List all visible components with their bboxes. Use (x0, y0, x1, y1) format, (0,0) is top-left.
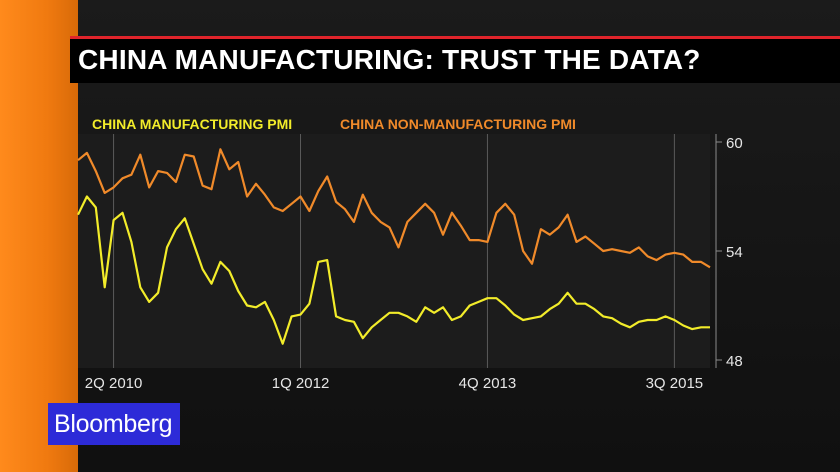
headline-bar: CHINA MANUFACTURING: TRUST THE DATA? (70, 39, 840, 83)
y-tick-label-2: 48 (726, 353, 743, 370)
pmi-line-chart: 60 54 48 2Q 2010 1Q 2012 4Q 2013 3Q 2015 (77, 134, 743, 392)
headline-rule (70, 36, 840, 39)
bloomberg-logo: Bloomberg (48, 403, 180, 445)
series-line-non-manufacturing (77, 148, 711, 269)
left-accent-panel (0, 0, 78, 472)
y-tick-label-1: 54 (726, 244, 743, 261)
x-tick-label-3: 3Q 2015 (646, 375, 704, 392)
logo-text: Bloomberg (54, 410, 173, 438)
legend-manufacturing-pmi: CHINA MANUFACTURING PMI (92, 116, 293, 132)
y-tick-label-0: 60 (726, 135, 743, 152)
plot-background (78, 134, 710, 368)
series-line-manufacturing (77, 195, 710, 345)
chart-panel: 60 54 48 2Q 2010 1Q 2012 4Q 2013 3Q 2015 CHINA… (70, 102, 782, 392)
legend-non-manufacturing-pmi: CHINA NON-MANUFACTURING PMI (340, 116, 576, 132)
headline: CHINA MANUFACTURING: TRUST THE DATA? (78, 44, 701, 75)
x-tick-label-0: 2Q 2010 (85, 375, 143, 392)
x-tick-label-2: 4Q 2013 (459, 375, 517, 392)
x-tick-label-1: 1Q 2012 (272, 375, 330, 392)
